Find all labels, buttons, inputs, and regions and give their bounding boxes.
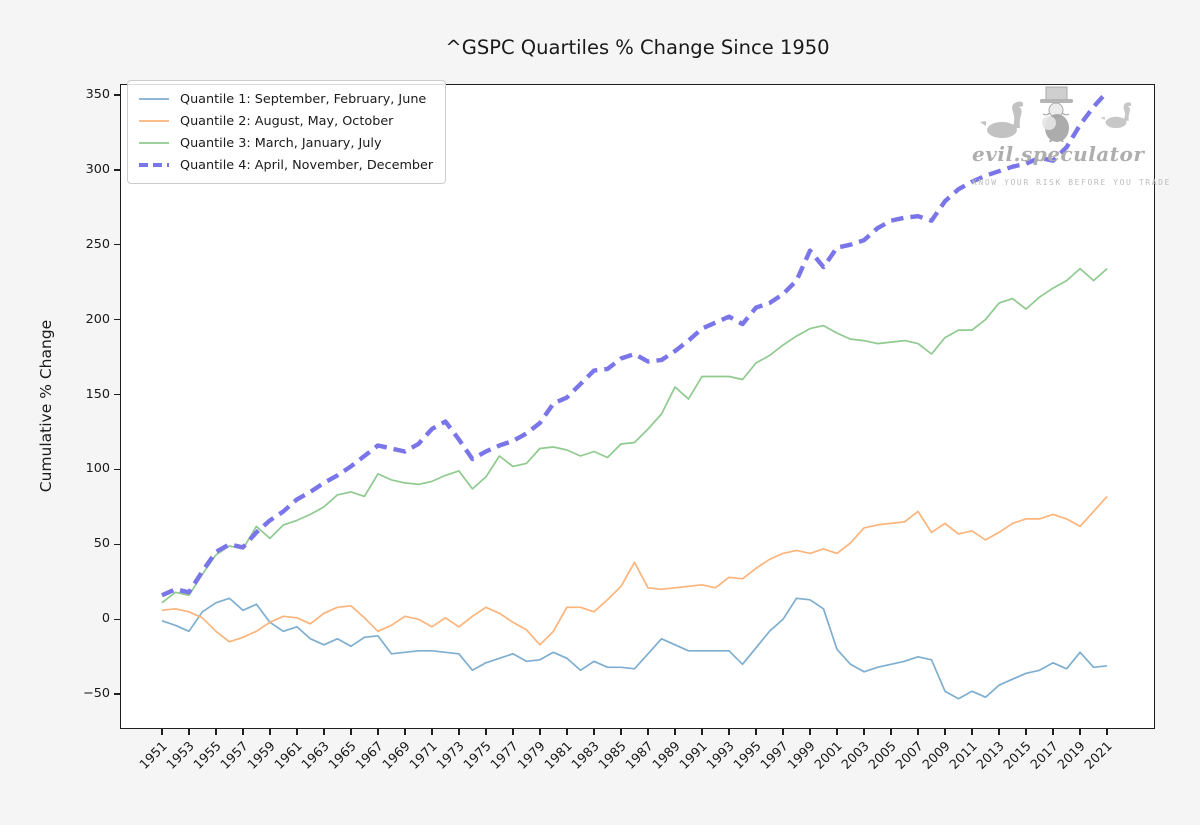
x-axis-tick <box>1025 729 1027 735</box>
series-line-q3 <box>161 267 1108 604</box>
x-axis-tick <box>809 729 811 735</box>
x-axis-tick <box>242 729 244 735</box>
y-axis-tick-label: 200 <box>85 311 110 327</box>
x-axis-tick <box>323 729 325 735</box>
legend-entry-label: Quantile 1: September, February, June <box>180 91 427 107</box>
x-axis-tick <box>1052 729 1054 735</box>
x-axis-tick <box>350 729 352 735</box>
x-axis-tick <box>377 729 379 735</box>
y-axis-tick-label: 0 <box>101 611 110 627</box>
x-axis-tick <box>674 729 676 735</box>
x-axis-tick <box>296 729 298 735</box>
y-axis-tick-label: 50 <box>93 536 110 552</box>
x-axis-tick <box>917 729 919 735</box>
legend-entry-q1: Quantile 1: September, February, June <box>138 88 433 110</box>
y-axis-tick <box>114 468 120 471</box>
y-axis-tick-label: −50 <box>82 686 110 702</box>
x-axis-tick <box>539 729 541 735</box>
y-axis-tick <box>114 318 120 321</box>
legend-entry-q4: Quantile 4: April, November, December <box>138 154 433 176</box>
y-axis-tick-label: 300 <box>85 161 110 177</box>
x-axis-tick <box>836 729 838 735</box>
legend: Quantile 1: September, February, June Qua… <box>127 80 447 184</box>
x-axis-tick <box>161 729 163 735</box>
x-axis-tick <box>647 729 649 735</box>
x-axis-tick <box>701 729 703 735</box>
y-axis-tick-label: 350 <box>85 86 110 102</box>
legend-line-sample <box>139 120 169 122</box>
plot-area <box>120 84 1155 729</box>
x-axis-tick <box>512 729 514 735</box>
y-axis-tick <box>114 693 120 696</box>
x-axis-tick <box>593 729 595 735</box>
x-axis-tick <box>620 729 622 735</box>
x-axis-tick <box>863 729 865 735</box>
y-axis-tick <box>114 243 120 246</box>
x-axis-tick <box>431 729 433 735</box>
y-axis-tick <box>114 93 120 96</box>
y-axis-tick-label: 100 <box>85 461 110 477</box>
x-axis-tick <box>971 729 973 735</box>
series-line-q1 <box>161 597 1108 700</box>
x-axis-tick <box>485 729 487 735</box>
x-axis-tick <box>566 729 568 735</box>
legend-line-sample <box>139 98 169 100</box>
series-line-q4 <box>161 90 1109 598</box>
x-axis-tick <box>944 729 946 735</box>
legend-entry-label: Quantile 2: August, May, October <box>180 113 394 129</box>
x-axis-tick <box>755 729 757 735</box>
series-line-q2 <box>161 495 1108 646</box>
x-axis-tick <box>458 729 460 735</box>
y-axis-tick <box>114 168 120 171</box>
y-axis-tick <box>114 393 120 396</box>
x-axis-tick <box>1106 729 1108 735</box>
x-axis-tick <box>998 729 1000 735</box>
legend-entry-label: Quantile 4: April, November, December <box>180 157 434 173</box>
x-axis-tick <box>728 729 730 735</box>
legend-line-sample <box>139 163 169 167</box>
x-axis-tick <box>215 729 217 735</box>
legend-entry-q3: Quantile 3: March, January, July <box>138 132 433 154</box>
y-axis-tick-label: 250 <box>85 236 110 252</box>
y-axis-tick <box>114 543 120 546</box>
legend-entry-q2: Quantile 2: August, May, October <box>138 110 433 132</box>
y-axis-tick <box>114 618 120 621</box>
x-axis-tick <box>404 729 406 735</box>
legend-line-sample <box>139 142 169 144</box>
legend-entry-label: Quantile 3: March, January, July <box>180 135 382 151</box>
x-axis-tick <box>269 729 271 735</box>
x-axis-tick <box>890 729 892 735</box>
chart-title: ^GSPC Quartiles % Change Since 1950 <box>445 36 830 59</box>
y-axis-tick-label: 150 <box>85 386 110 402</box>
x-axis-tick <box>782 729 784 735</box>
x-axis-tick <box>188 729 190 735</box>
x-axis-tick <box>1079 729 1081 735</box>
